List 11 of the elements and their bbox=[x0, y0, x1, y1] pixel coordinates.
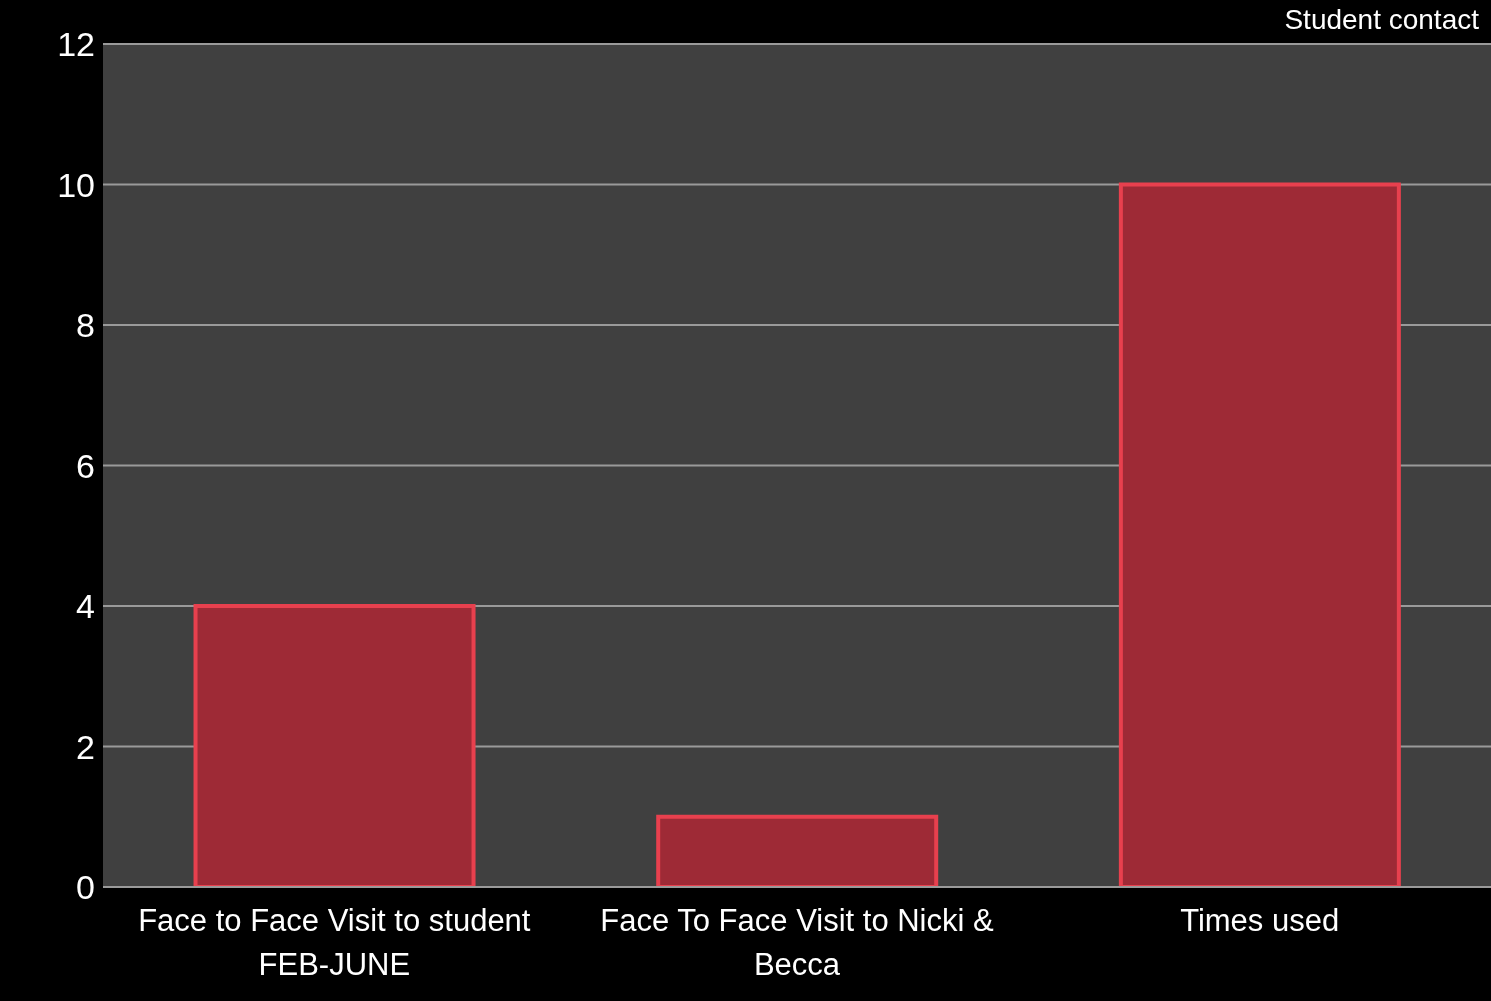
x-tick-label: Face To Face Visit to Nicki & Becca bbox=[600, 903, 995, 982]
y-tick-label: 4 bbox=[76, 587, 95, 626]
y-tick-label: 2 bbox=[76, 727, 95, 766]
y-tick-label: 12 bbox=[57, 25, 95, 64]
y-tick-label: 0 bbox=[76, 868, 95, 907]
y-tick-label: 10 bbox=[57, 165, 95, 204]
chart-title: Student contact bbox=[1284, 4, 1479, 36]
x-tick-label: Face to Face Visit to student FEB-JUNE bbox=[138, 903, 531, 982]
x-tick-label: Times used bbox=[1180, 903, 1340, 938]
y-tick-label: 8 bbox=[76, 306, 95, 345]
y-tick-label: 6 bbox=[76, 446, 95, 485]
